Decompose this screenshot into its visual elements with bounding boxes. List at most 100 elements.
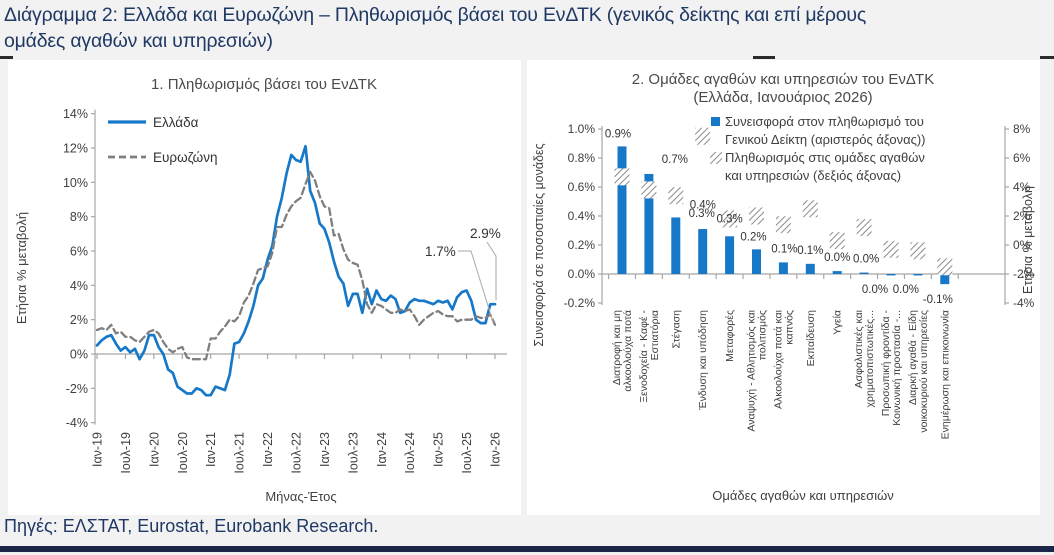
left-y-axis-tick-label: 0.4%: [568, 209, 596, 223]
bar-value-label: 0.3%: [716, 213, 742, 225]
inflation-hatch-marker: [722, 210, 738, 228]
category-label: Ασφαλιστικές και: [853, 309, 865, 388]
left-y-axis-tick-label: 0.6%: [568, 180, 596, 194]
category-label: Αλκοολούχα ποτά και: [772, 309, 784, 409]
figure-title: Διάγραμμα 2: Ελλάδα και Ευρωζώνη – Πληθω…: [4, 2, 1034, 54]
contribution-bar: [725, 236, 735, 274]
greece-line: [95, 144, 497, 397]
divider-dash-left: [0, 56, 13, 59]
inflation-hatch-marker: [695, 127, 711, 145]
legend-bar-swatch: [711, 117, 720, 126]
category-label: πολιτισμός: [757, 310, 769, 360]
annotation-eurozone-latest: 1.7%: [425, 244, 456, 259]
left-y-axis-tick-label: 0.8%: [568, 151, 596, 165]
inflation-hatch-marker: [856, 219, 872, 237]
y-axis-title: Ετήσια % μεταβολή: [14, 212, 29, 324]
x-axis-tick-label: Ιουλ-23: [346, 432, 360, 474]
contribution-bar: [859, 272, 869, 274]
bar-value-label: 0.3%: [689, 208, 715, 220]
legend-bar-label-line2: Γενικού Δείκτη (αριστερός άξονας)): [725, 132, 926, 147]
bar-chart-title: 2. Ομάδες αγαθών και υπηρεσιών του ΕνΔΤΚ: [632, 71, 934, 88]
x-axis-tick-label: Ιαν-23: [318, 432, 332, 467]
right-y-axis-tick-label: 2%: [1013, 209, 1031, 223]
x-axis-tick-label: Ιαν-24: [375, 432, 389, 467]
left-y-axis-tick-label: -0.2%: [564, 296, 596, 310]
bar-value-label: 0.0%: [893, 284, 919, 296]
x-axis-tick-label: Ιαν-25: [432, 432, 446, 467]
category-label: Διατροφή και μη: [611, 310, 623, 385]
bar-chart-subtitle: (Ελλάδα, Ιανουάριος 2026): [693, 89, 872, 106]
x-axis-tick-label: Ιουλ-19: [119, 432, 133, 474]
category-label: Στέγαση: [670, 310, 682, 349]
source-note: Πηγές: ΕΛΣΤΑΤ, Eurostat, Eurobank Resear…: [4, 516, 379, 536]
category-label: Κοινωνική προστασία -...: [891, 310, 903, 426]
x-axis-tick-label: Ιαν-20: [147, 432, 161, 467]
figure-title-line2: ομάδες αγαθών και υπηρεσιών): [4, 30, 273, 52]
legend-bar-label-line1: Συνεισφορά στον πληθωρισμό του: [725, 114, 924, 129]
bar-value-label: 0.0%: [862, 284, 888, 296]
contribution-bar: [698, 229, 708, 274]
figure-title-line1: Διάγραμμα 2: Ελλάδα και Ευρωζώνη – Πληθω…: [4, 4, 867, 26]
right-y-axis-tick-label: 0%: [1013, 238, 1031, 252]
inflation-hatch-marker: [775, 216, 791, 234]
category-label: Υγεία: [832, 310, 844, 335]
y-axis-tick-label: -4%: [66, 416, 88, 430]
bottom-rule: [0, 546, 1054, 552]
category-label: Εστιατόρια: [649, 310, 661, 360]
x-axis-title: Μήνας-Έτος: [265, 489, 336, 504]
bar-value-label: 0.0%: [853, 254, 879, 266]
inflation-hatch-marker: [802, 200, 818, 218]
bar-value-label: 0.1%: [797, 245, 823, 257]
category-label: Ξενοδοχεία - Καφέ -: [638, 310, 650, 403]
category-label: Διαρκή αγαθά - Είδη: [907, 310, 919, 405]
inflation-hatch-marker: [829, 232, 845, 250]
contribution-bar: [778, 262, 788, 274]
right-y-axis-title: Ετήσια % μεταβολή: [1021, 186, 1035, 294]
category-label: Προσωπική φροντίδα -: [880, 310, 892, 417]
contribution-bar: [617, 146, 627, 274]
bar-chart-panel: 2. Ομάδες αγαθών και υπηρεσιών του ΕνΔΤΚ…: [527, 60, 1040, 515]
bar-value-label: 0.4%: [690, 199, 716, 211]
contribution-bar: [832, 271, 842, 274]
contribution-bar: [805, 263, 815, 274]
legend-hatch-swatch: [710, 152, 722, 164]
inflation-hatch-marker: [668, 187, 684, 205]
bar-value-label: 0.7%: [662, 154, 688, 166]
y-axis-tick-label: 14%: [63, 107, 88, 121]
category-label: χρηματοπιστωτικές...: [864, 310, 876, 407]
x-axis-tick-label: Ιουλ-20: [176, 432, 190, 474]
y-axis-tick-label: -2%: [66, 382, 88, 396]
bar-x-axis-title: Ομάδες αγαθών και υπηρεσιών: [712, 488, 893, 503]
category-label: Ενημέρωση και επικοινωνία: [939, 310, 951, 439]
divider-dash-middle: [753, 56, 775, 59]
left-y-axis-title: Συνεισφορά σε ποσοστιαίες μονάδες: [532, 143, 546, 346]
inflation-hatch-marker: [641, 181, 657, 199]
divider-dash-right: [1040, 56, 1054, 59]
legend-hatch-label-line2: και υπηρεσιών (δεξιός άξονας): [725, 168, 901, 183]
inflation-hatch-marker: [883, 240, 899, 258]
right-y-axis-tick-label: -4%: [1013, 296, 1035, 310]
left-y-axis-tick-label: 0.2%: [568, 238, 596, 252]
inflation-hatch-marker: [749, 207, 764, 225]
right-y-axis-tick-label: 8%: [1013, 122, 1031, 136]
bar-value-label: -0.1%: [923, 294, 953, 306]
x-axis-tick-label: Ιουλ-25: [460, 432, 474, 474]
y-axis-tick-label: 10%: [63, 176, 88, 190]
category-label: Ένδυση και υπόδηση: [697, 310, 709, 411]
bar-value-label: 0.1%: [771, 243, 797, 255]
inflation-hatch-marker: [910, 242, 926, 260]
contribution-bar: [644, 173, 654, 274]
y-axis-tick-label: 0%: [70, 348, 88, 362]
left-y-axis-tick-label: 1.0%: [568, 122, 596, 136]
contribution-bar: [886, 274, 896, 276]
right-y-axis-tick-label: -2%: [1013, 267, 1035, 281]
left-y-axis-tick-label: 0.0%: [568, 267, 596, 281]
legend-hatch-label-line1: Πληθωρισμός στις ομάδες αγαθών: [725, 150, 925, 165]
x-axis-tick-label: Ιουλ-21: [233, 432, 247, 474]
annotation-leader-eurozone: [458, 250, 494, 322]
x-axis-tick-label: Ιαν-21: [204, 432, 218, 467]
contribution-bar: [940, 274, 950, 285]
right-y-axis-tick-label: 4%: [1013, 180, 1031, 194]
bar-value-label: 0.9%: [605, 128, 631, 140]
